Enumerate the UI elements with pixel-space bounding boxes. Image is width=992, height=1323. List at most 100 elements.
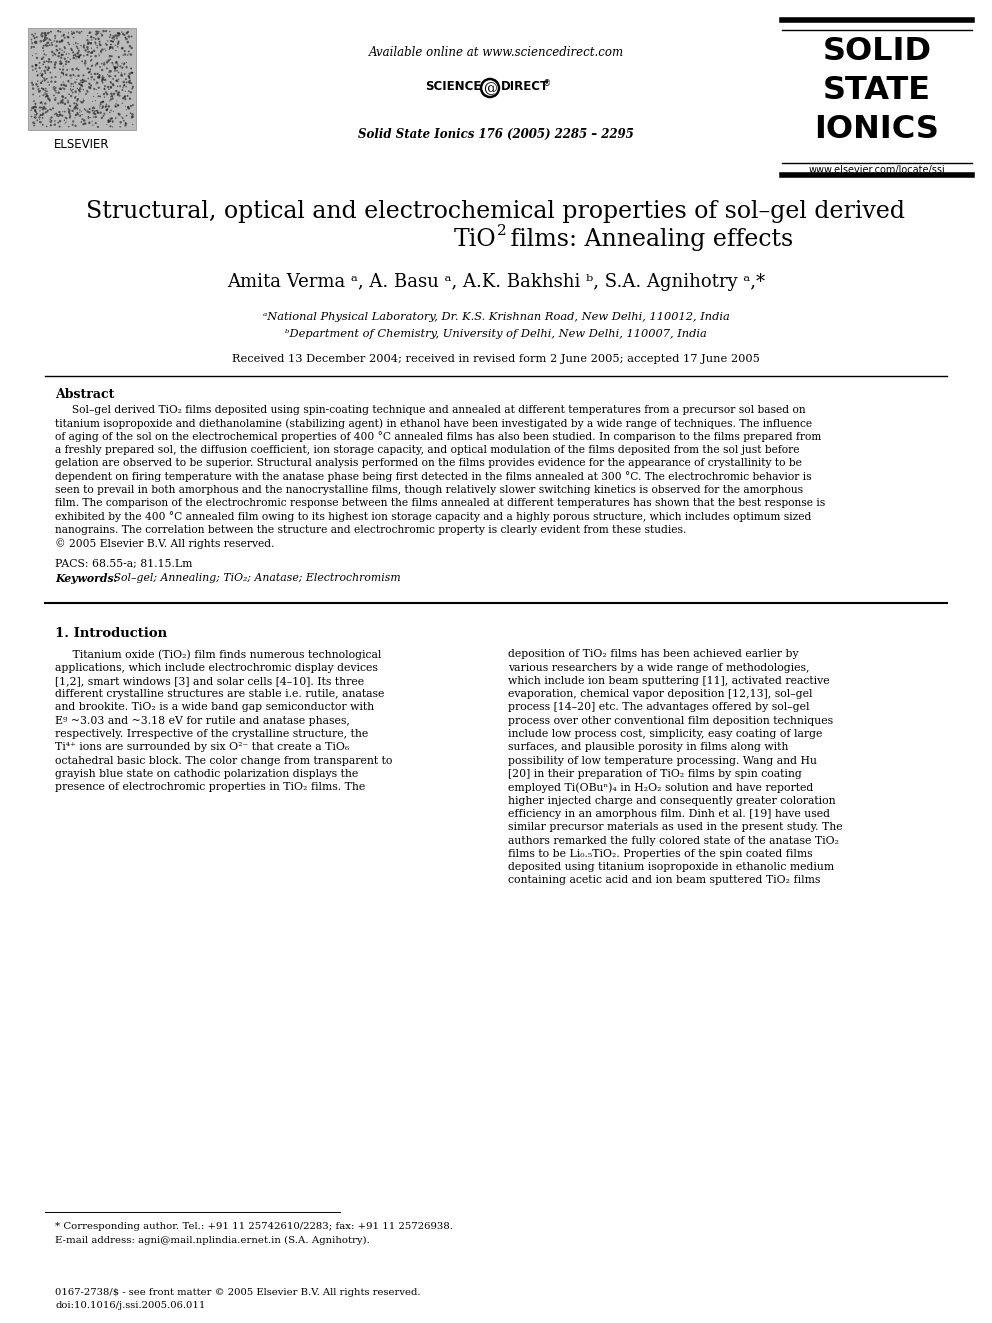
- Point: [53, 78, 68, 99]
- Point: [57, 94, 72, 115]
- Point: [38, 57, 54, 78]
- Point: [80, 106, 96, 127]
- Point: [61, 91, 76, 112]
- Point: [81, 112, 97, 134]
- Point: [59, 65, 74, 86]
- Point: [74, 91, 90, 112]
- Text: seen to prevail in both amorphous and the nanocrystalline films, though relative: seen to prevail in both amorphous and th…: [55, 484, 804, 495]
- Point: [76, 45, 92, 66]
- Point: [96, 83, 112, 105]
- Point: [103, 61, 119, 82]
- Point: [89, 37, 105, 58]
- Point: [55, 91, 70, 112]
- Point: [57, 37, 72, 58]
- Point: [123, 44, 139, 65]
- Point: [75, 36, 91, 57]
- Point: [29, 103, 45, 124]
- Point: [32, 107, 48, 128]
- Point: [83, 32, 99, 53]
- Point: [25, 33, 41, 54]
- Point: [35, 48, 51, 69]
- Point: [73, 101, 89, 122]
- Point: [96, 52, 112, 73]
- Point: [99, 83, 115, 105]
- Point: [91, 33, 107, 54]
- Text: containing acetic acid and ion beam sputtered TiO₂ films: containing acetic acid and ion beam sput…: [508, 876, 820, 885]
- Point: [118, 77, 134, 98]
- Point: [48, 52, 63, 73]
- Point: [50, 40, 65, 61]
- Text: @: @: [483, 81, 497, 95]
- Point: [31, 78, 47, 99]
- Point: [62, 99, 77, 120]
- Point: [28, 44, 44, 65]
- Point: [102, 62, 118, 83]
- Point: [25, 60, 41, 81]
- Point: [108, 25, 124, 46]
- Point: [33, 111, 49, 132]
- Point: [26, 115, 42, 136]
- Point: [91, 65, 107, 86]
- Text: films: Annealing effects: films: Annealing effects: [503, 228, 794, 251]
- Point: [108, 107, 124, 128]
- Point: [91, 77, 107, 98]
- Point: [83, 49, 99, 70]
- Point: [70, 60, 86, 81]
- Point: [72, 78, 88, 99]
- Point: [102, 37, 118, 58]
- Point: [95, 97, 111, 118]
- Text: [1,2], smart windows [3] and solar cells [4–10]. Its three: [1,2], smart windows [3] and solar cells…: [55, 676, 364, 685]
- Point: [52, 116, 67, 138]
- Point: [69, 78, 85, 99]
- Text: gelation are observed to be superior. Structural analysis performed on the films: gelation are observed to be superior. St…: [55, 458, 802, 468]
- Point: [57, 48, 72, 69]
- Point: [87, 54, 103, 75]
- Point: [48, 25, 63, 46]
- Point: [36, 54, 52, 75]
- Point: [119, 71, 135, 93]
- Point: [37, 26, 53, 48]
- Text: Received 13 December 2004; received in revised form 2 June 2005; accepted 17 Jun: Received 13 December 2004; received in r…: [232, 355, 760, 364]
- Point: [48, 45, 63, 66]
- Point: [39, 50, 55, 71]
- Point: [119, 105, 135, 126]
- Point: [28, 101, 44, 122]
- Text: 0167-2738/$ - see front matter © 2005 Elsevier B.V. All rights reserved.: 0167-2738/$ - see front matter © 2005 El…: [55, 1289, 421, 1297]
- Text: respectively. Irrespective of the crystalline structure, the: respectively. Irrespective of the crysta…: [55, 729, 368, 740]
- Point: [84, 29, 100, 50]
- Point: [36, 85, 52, 106]
- Point: [43, 29, 59, 50]
- Point: [34, 61, 50, 82]
- Point: [40, 22, 56, 44]
- Point: [52, 42, 67, 64]
- Point: [27, 95, 43, 116]
- Point: [40, 86, 56, 107]
- Point: [115, 107, 131, 128]
- Point: [86, 103, 102, 124]
- Text: 2: 2: [497, 224, 507, 238]
- Point: [83, 64, 99, 85]
- Point: [120, 32, 136, 53]
- Point: [43, 111, 59, 132]
- Point: [31, 81, 47, 102]
- Point: [39, 67, 55, 89]
- Point: [84, 56, 100, 77]
- Point: [61, 98, 76, 119]
- Point: [108, 40, 124, 61]
- Point: [114, 38, 130, 60]
- Point: [102, 49, 118, 70]
- Point: [98, 94, 114, 115]
- Point: [24, 98, 40, 119]
- Point: [54, 25, 69, 46]
- Point: [44, 107, 60, 128]
- Point: [125, 106, 141, 127]
- Point: [61, 26, 76, 48]
- Point: [117, 64, 133, 85]
- Point: [32, 52, 48, 73]
- Point: [110, 22, 126, 44]
- Point: [98, 33, 114, 54]
- Point: [67, 86, 83, 107]
- Point: [59, 111, 74, 132]
- Point: [89, 83, 105, 105]
- Point: [71, 74, 87, 95]
